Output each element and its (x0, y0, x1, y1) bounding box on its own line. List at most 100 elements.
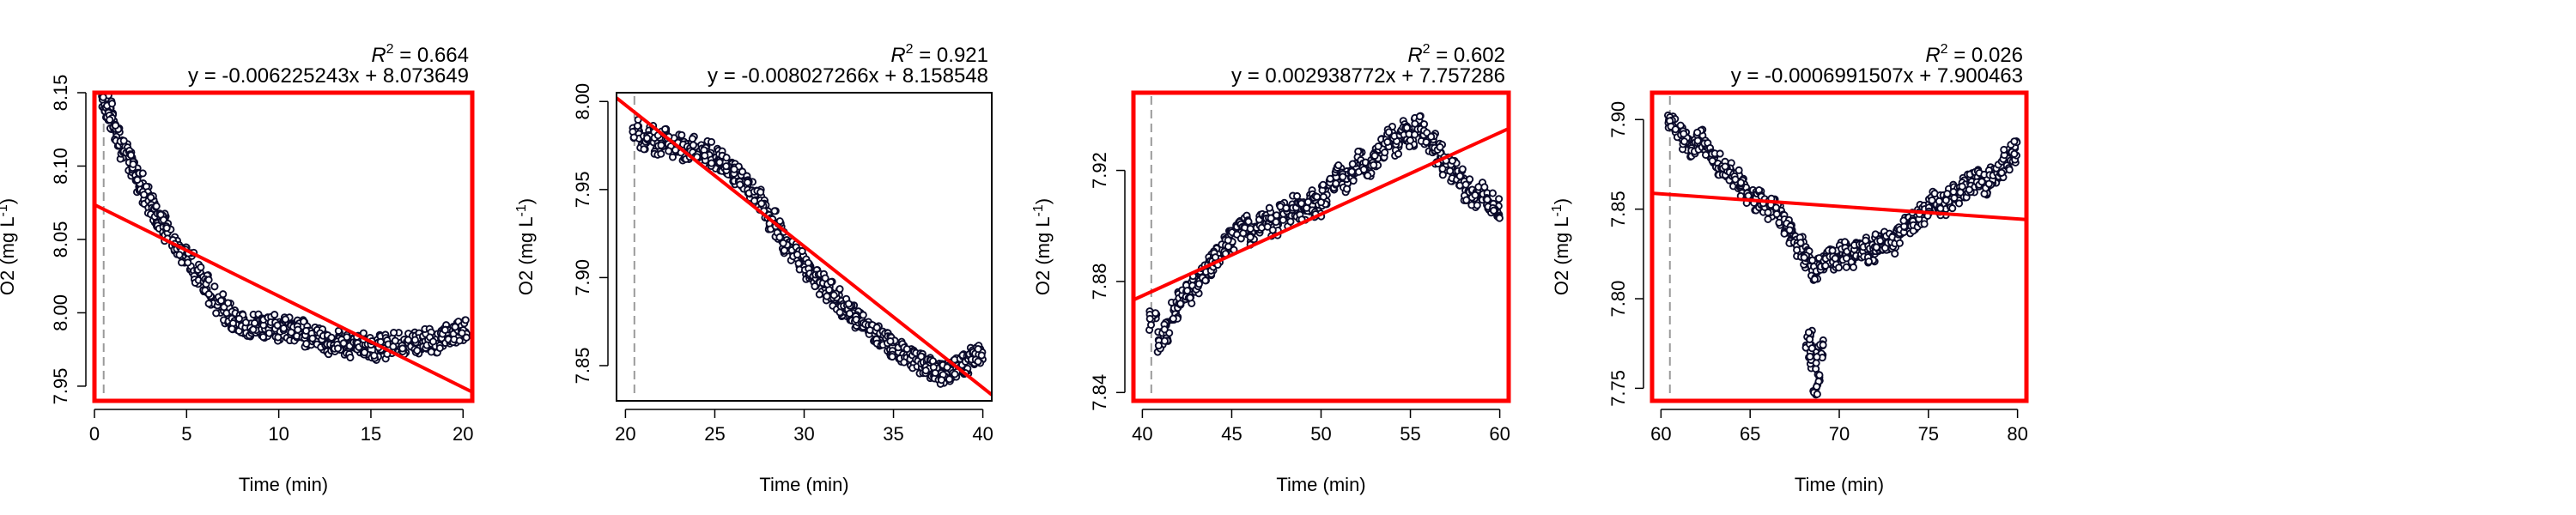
data-point (177, 258, 186, 267)
data-point (1246, 233, 1255, 241)
data-point (1793, 245, 1801, 254)
data-point (757, 199, 766, 208)
y-axis-title: O2 (mg L-1) (1550, 198, 1572, 295)
data-point (688, 135, 697, 143)
data-point (1680, 137, 1689, 146)
y-tick-label: 8.10 (50, 148, 71, 185)
data-point (829, 291, 838, 300)
data-point (1343, 185, 1352, 193)
x-tick-label: 20 (453, 423, 473, 445)
y-tick-label: 7.92 (1089, 152, 1110, 189)
data-point (398, 344, 407, 353)
data-point (665, 147, 673, 155)
data-point (327, 333, 336, 342)
data-point (921, 367, 930, 375)
data-point (1183, 287, 1192, 295)
data-point (872, 324, 881, 332)
data-point (133, 175, 142, 185)
x-tick-label: 5 (181, 423, 191, 445)
plot-frame (1649, 90, 2029, 403)
data-point (1364, 171, 1372, 180)
data-point (1701, 150, 1710, 160)
y-tick-label: 8.00 (572, 83, 593, 120)
data-point (126, 151, 136, 160)
data-point (287, 328, 295, 336)
data-point (1461, 180, 1470, 189)
data-point (1949, 187, 1958, 197)
y-tick-label: 8.15 (50, 75, 71, 112)
data-point (1211, 253, 1220, 262)
data-point (1488, 189, 1497, 197)
y-tick-label: 7.90 (572, 259, 593, 296)
plot-area (1133, 96, 1509, 397)
data-point (462, 333, 471, 342)
data-point (1807, 344, 1816, 353)
data-point (224, 299, 233, 307)
data-point (1194, 280, 1203, 288)
data-point (730, 165, 738, 173)
x-tick-label: 75 (1918, 423, 1939, 445)
data-point (937, 376, 946, 385)
data-point (1490, 206, 1498, 215)
data-point (931, 368, 939, 378)
data-point (708, 159, 716, 167)
data-point (1415, 112, 1425, 121)
regression-equation: y = -0.0006991507x + 7.900463 (1731, 64, 2023, 88)
data-point (390, 329, 398, 337)
data-point (827, 277, 835, 287)
x-tick-label: 15 (361, 423, 381, 445)
data-point (1419, 120, 1429, 129)
data-point (974, 345, 982, 354)
y-tick-label: 8.05 (50, 221, 71, 258)
data-point (1800, 253, 1808, 262)
data-point (859, 311, 867, 319)
data-point (2000, 145, 2008, 154)
data-point (1169, 314, 1177, 323)
plot-frame (92, 90, 475, 403)
data-point (1186, 294, 1194, 302)
x-axis-title: Time (min) (1795, 474, 1884, 495)
data-point (1384, 128, 1394, 136)
data-point (1936, 204, 1945, 213)
data-point (779, 239, 787, 247)
data-point (1849, 263, 1857, 271)
data-point (811, 282, 819, 291)
data-point (1785, 226, 1794, 234)
data-point (210, 282, 219, 291)
data-point (1292, 191, 1302, 201)
data-point (1495, 214, 1504, 222)
data-point (1411, 130, 1419, 139)
r-squared-label: R2 = 0.921 (890, 42, 988, 67)
data-point (1958, 182, 1966, 191)
data-point (1806, 352, 1814, 361)
data-point (1411, 119, 1419, 128)
data-point (770, 207, 779, 215)
data-point (1842, 263, 1850, 271)
data-point (1427, 132, 1436, 141)
data-point (1458, 165, 1467, 173)
data-point (119, 136, 128, 145)
data-point (152, 202, 161, 210)
data-point (1246, 225, 1255, 233)
data-point (274, 333, 283, 342)
x-tick-label: 20 (615, 423, 635, 445)
y-axis-title: O2 (mg L-1) (514, 198, 537, 295)
data-point (798, 246, 806, 256)
data-point (1381, 148, 1389, 157)
data-point (1268, 226, 1277, 234)
data-point (1279, 215, 1287, 224)
data-point (1671, 125, 1680, 134)
data-point (111, 121, 120, 130)
data-point (1160, 336, 1169, 345)
data-point (633, 122, 642, 130)
y-tick-label: 7.85 (1607, 191, 1629, 227)
data-point (1928, 196, 1936, 204)
y-axis-title: O2 (mg L-1) (1031, 198, 1054, 295)
data-point (1735, 166, 1743, 174)
data-point (722, 162, 731, 171)
data-point (657, 149, 665, 158)
x-tick-label: 0 (89, 423, 100, 445)
data-point (1693, 128, 1702, 136)
data-point (458, 329, 466, 337)
regression-equation: y = -0.006225243x + 8.073649 (188, 64, 469, 88)
